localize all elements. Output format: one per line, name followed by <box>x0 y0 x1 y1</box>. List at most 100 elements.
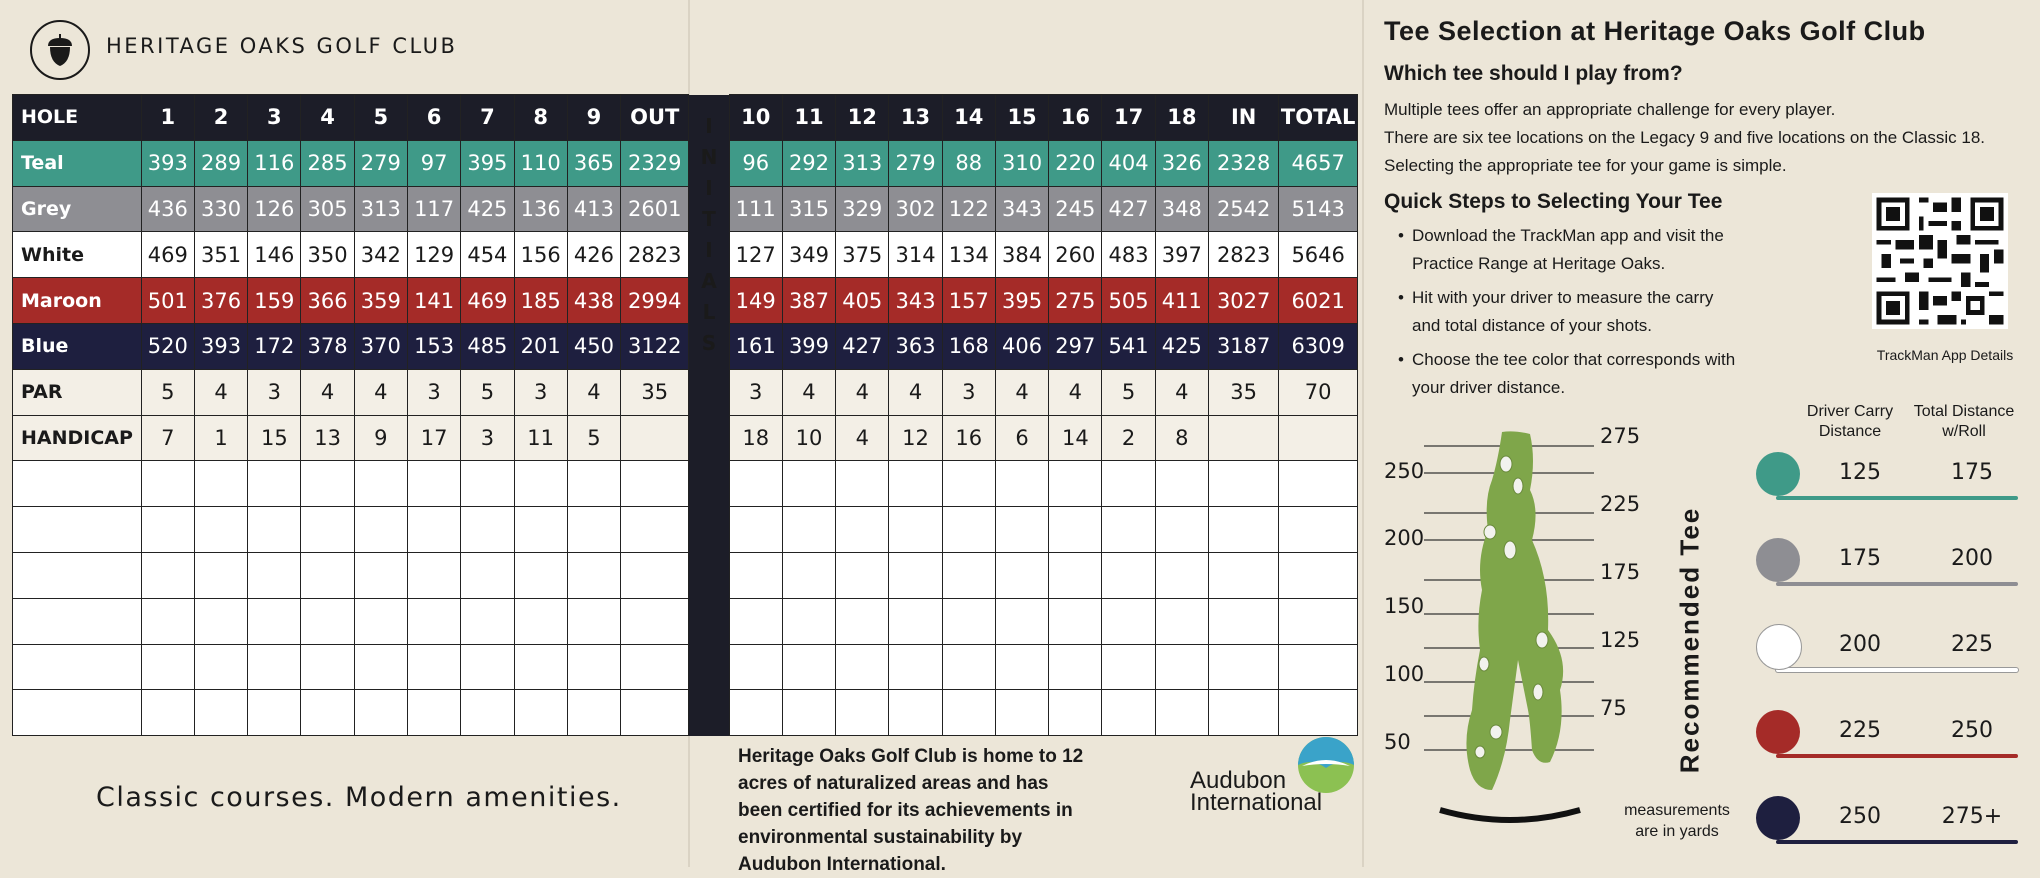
blank-score-cell[interactable] <box>888 689 943 737</box>
blank-score-cell[interactable] <box>1278 506 1358 553</box>
blank-score-cell[interactable] <box>994 689 1050 737</box>
blank-score-cell[interactable] <box>781 460 837 508</box>
blank-score-cell[interactable] <box>1278 643 1358 691</box>
blank-score-cell[interactable] <box>620 689 690 737</box>
blank-score-cell[interactable] <box>728 460 783 508</box>
blank-score-cell[interactable] <box>140 460 195 508</box>
blank-score-cell[interactable] <box>781 597 837 645</box>
blank-score-cell[interactable] <box>140 643 195 691</box>
blank-score-cell[interactable] <box>460 460 515 508</box>
blank-score-cell[interactable] <box>1154 597 1209 645</box>
blank-score-cell[interactable] <box>994 597 1050 645</box>
blank-score-cell[interactable] <box>941 689 996 737</box>
blank-score-cell[interactable] <box>406 551 462 599</box>
blank-score-cell[interactable] <box>835 506 890 553</box>
blank-score-cell[interactable] <box>1048 506 1103 553</box>
blank-score-cell[interactable] <box>781 506 837 553</box>
blank-score-cell[interactable] <box>620 643 690 691</box>
blank-score-cell[interactable] <box>1101 689 1156 737</box>
blank-score-cell[interactable] <box>300 597 355 645</box>
blank-score-cell[interactable] <box>12 506 142 553</box>
blank-score-cell[interactable] <box>140 506 195 553</box>
blank-score-cell[interactable] <box>835 551 890 599</box>
blank-score-cell[interactable] <box>12 597 142 645</box>
blank-score-cell[interactable] <box>1101 551 1156 599</box>
blank-score-cell[interactable] <box>888 597 943 645</box>
blank-score-cell[interactable] <box>193 551 249 599</box>
blank-score-cell[interactable] <box>406 506 462 553</box>
blank-score-cell[interactable] <box>247 551 302 599</box>
blank-score-cell[interactable] <box>994 643 1050 691</box>
blank-score-cell[interactable] <box>1048 643 1103 691</box>
blank-score-cell[interactable] <box>566 643 622 691</box>
blank-score-cell[interactable] <box>941 597 996 645</box>
blank-score-cell[interactable] <box>781 643 837 691</box>
blank-score-cell[interactable] <box>888 460 943 508</box>
blank-score-cell[interactable] <box>835 643 890 691</box>
blank-score-cell[interactable] <box>406 460 462 508</box>
blank-score-cell[interactable] <box>941 460 996 508</box>
blank-score-cell[interactable] <box>247 460 302 508</box>
blank-score-cell[interactable] <box>1207 643 1280 691</box>
blank-score-cell[interactable] <box>888 551 943 599</box>
blank-score-cell[interactable] <box>460 689 515 737</box>
blank-score-cell[interactable] <box>140 551 195 599</box>
blank-score-cell[interactable] <box>941 506 996 553</box>
blank-score-cell[interactable] <box>1101 460 1156 508</box>
blank-score-cell[interactable] <box>193 643 249 691</box>
blank-score-cell[interactable] <box>353 689 408 737</box>
blank-score-cell[interactable] <box>12 460 142 508</box>
blank-score-cell[interactable] <box>1101 643 1156 691</box>
blank-score-cell[interactable] <box>513 460 568 508</box>
blank-score-cell[interactable] <box>1101 506 1156 553</box>
blank-score-cell[interactable] <box>728 689 783 737</box>
blank-score-cell[interactable] <box>247 597 302 645</box>
blank-score-cell[interactable] <box>566 506 622 553</box>
blank-score-cell[interactable] <box>1048 551 1103 599</box>
blank-score-cell[interactable] <box>566 689 622 737</box>
blank-score-cell[interactable] <box>1154 506 1209 553</box>
blank-score-cell[interactable] <box>1207 597 1280 645</box>
blank-score-cell[interactable] <box>193 506 249 553</box>
blank-score-cell[interactable] <box>300 506 355 553</box>
blank-score-cell[interactable] <box>353 460 408 508</box>
blank-score-cell[interactable] <box>781 551 837 599</box>
blank-score-cell[interactable] <box>406 689 462 737</box>
blank-score-cell[interactable] <box>1048 460 1103 508</box>
qr-code-icon[interactable] <box>1872 193 2008 329</box>
blank-score-cell[interactable] <box>1154 551 1209 599</box>
blank-score-cell[interactable] <box>1048 689 1103 737</box>
blank-score-cell[interactable] <box>460 551 515 599</box>
blank-score-cell[interactable] <box>140 597 195 645</box>
blank-score-cell[interactable] <box>353 551 408 599</box>
blank-score-cell[interactable] <box>353 643 408 691</box>
blank-score-cell[interactable] <box>941 551 996 599</box>
blank-score-cell[interactable] <box>888 506 943 553</box>
blank-score-cell[interactable] <box>513 643 568 691</box>
blank-score-cell[interactable] <box>353 597 408 645</box>
blank-score-cell[interactable] <box>406 597 462 645</box>
blank-score-cell[interactable] <box>1278 460 1358 508</box>
blank-score-cell[interactable] <box>513 689 568 737</box>
blank-score-cell[interactable] <box>300 460 355 508</box>
blank-score-cell[interactable] <box>728 506 783 553</box>
blank-score-cell[interactable] <box>247 506 302 553</box>
blank-score-cell[interactable] <box>12 689 142 737</box>
blank-score-cell[interactable] <box>1278 551 1358 599</box>
blank-score-cell[interactable] <box>247 643 302 691</box>
blank-score-cell[interactable] <box>728 597 783 645</box>
blank-score-cell[interactable] <box>513 551 568 599</box>
blank-score-cell[interactable] <box>566 551 622 599</box>
blank-score-cell[interactable] <box>193 689 249 737</box>
blank-score-cell[interactable] <box>1207 689 1280 737</box>
blank-score-cell[interactable] <box>620 460 690 508</box>
blank-score-cell[interactable] <box>513 506 568 553</box>
blank-score-cell[interactable] <box>728 643 783 691</box>
blank-score-cell[interactable] <box>300 689 355 737</box>
blank-score-cell[interactable] <box>406 643 462 691</box>
blank-score-cell[interactable] <box>994 460 1050 508</box>
blank-score-cell[interactable] <box>513 597 568 645</box>
blank-score-cell[interactable] <box>460 597 515 645</box>
blank-score-cell[interactable] <box>460 643 515 691</box>
blank-score-cell[interactable] <box>1207 460 1280 508</box>
